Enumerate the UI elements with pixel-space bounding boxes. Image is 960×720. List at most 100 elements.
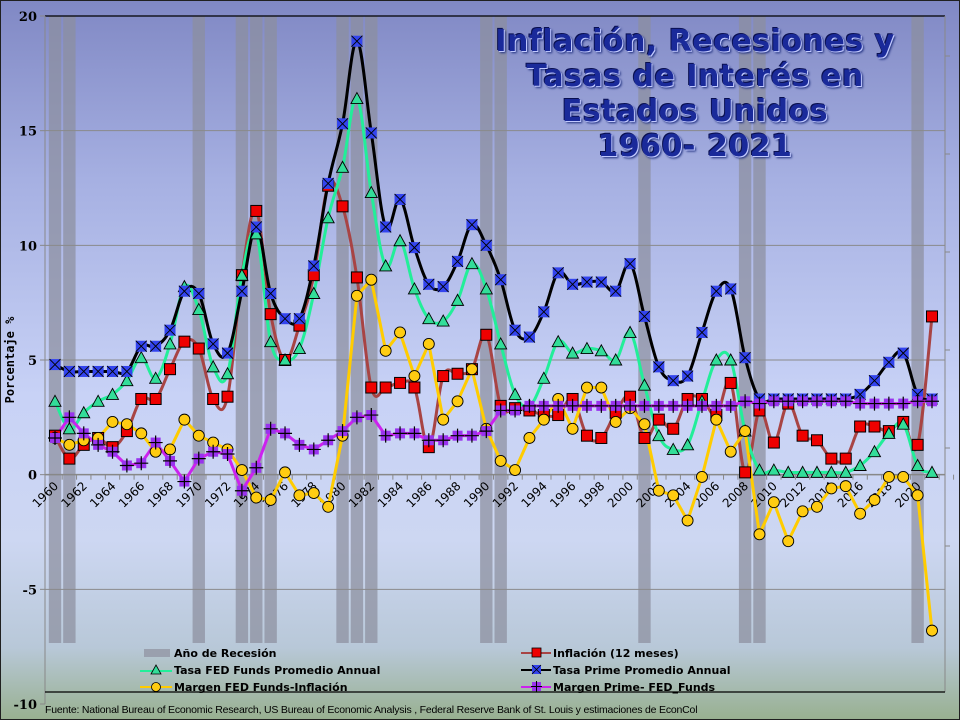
data-point-prime: [724, 283, 737, 295]
data-point-prime: [667, 374, 680, 387]
data-point-margin-prime: [536, 398, 551, 413]
data-point-margin-prime: [450, 428, 465, 443]
marker-plus: [651, 398, 666, 413]
data-point-fedfunds: [709, 353, 724, 366]
marker-cross: [422, 278, 435, 291]
marker-plus: [249, 460, 264, 475]
recession-bar: [235, 16, 249, 643]
marker-plus: [91, 437, 106, 452]
data-point-inflation: [652, 413, 665, 426]
data-point-fedfunds: [192, 302, 206, 315]
data-point-fedfunds: [723, 353, 738, 366]
data-point-prime: [49, 358, 61, 371]
marker-cross: [135, 340, 148, 353]
marker-cross: [408, 241, 421, 254]
data-point-inflation: [178, 335, 191, 348]
title-line: Tasas de Interés en: [526, 59, 864, 94]
marker-plus: [910, 394, 925, 409]
data-point-fedfunds: [220, 366, 235, 380]
data-point-fedfunds: [407, 281, 422, 295]
data-point-margin-prime: [666, 398, 681, 413]
marker-plus: [608, 398, 623, 413]
recession-bar: [192, 16, 205, 643]
data-point-margin-prime: [263, 421, 278, 436]
data-point-margin-prime: [925, 394, 939, 409]
data-point-fedfunds: [48, 394, 62, 407]
marker-cross: [681, 370, 694, 382]
plus-marker-icon: [521, 681, 551, 692]
data-point-margin-fed: [724, 445, 737, 458]
marker-cross: [365, 127, 378, 139]
data-point-prime: [552, 267, 565, 279]
data-point-margin-fed: [365, 273, 378, 286]
recession-bars: [48, 16, 924, 643]
data-point-margin-prime: [191, 451, 206, 466]
data-point-margin-fed: [696, 471, 708, 483]
marker-plus: [666, 398, 681, 413]
data-point-margin-prime: [163, 453, 178, 468]
data-point-fedfunds: [508, 387, 522, 400]
marker-cross: [638, 310, 651, 323]
data-point-margin-prime: [694, 398, 709, 413]
marker-cross: [868, 374, 881, 387]
data-point-margin-prime: [378, 428, 393, 443]
x-tick-label: 1968: [145, 479, 176, 510]
data-point-inflation: [149, 392, 162, 405]
data-point-inflation: [350, 271, 363, 284]
data-point-prime: [121, 365, 133, 378]
data-point-inflation: [868, 420, 881, 433]
marker-cross: [264, 287, 277, 300]
marker-plus: [349, 410, 364, 425]
data-point-fedfunds: [752, 463, 767, 476]
legend-item-fedfunds: Tasa FED Funds Promedio Annual: [140, 662, 380, 678]
recession-bar: [638, 16, 651, 643]
data-point-fedfunds: [882, 426, 896, 439]
marker-plus: [148, 435, 163, 450]
data-point-prime: [207, 338, 219, 350]
data-point-fedfunds: [910, 458, 925, 471]
recession-bar: [264, 16, 277, 643]
data-point-fedfunds: [120, 373, 134, 387]
data-point-prime: [451, 255, 464, 268]
marker-cross: [667, 374, 680, 387]
data-point-inflation: [207, 392, 220, 405]
legend-item-margin-prime: Margen Prime- FED_Funds: [521, 679, 715, 695]
data-point-margin-prime: [393, 426, 408, 441]
y-tick-label: -10: [14, 698, 38, 713]
series-markers-margin_prime: [48, 394, 939, 498]
recession-bar: [911, 16, 924, 643]
data-point-fedfunds: [637, 378, 652, 391]
x-tick-labels: 1960196219641966196819701972197419761978…: [30, 479, 924, 510]
data-point-margin-fed: [652, 484, 665, 497]
legend-item-inflation: Inflación (12 meses): [521, 645, 679, 661]
data-point-prime: [538, 306, 550, 318]
data-point-margin-fed: [250, 491, 263, 504]
data-point-margin-fed: [739, 425, 752, 438]
data-point-margin-fed: [710, 413, 723, 426]
marker-plus: [163, 453, 178, 468]
marker-plus: [464, 428, 479, 443]
data-point-inflation: [379, 381, 392, 394]
series-markers-fedfunds: [48, 91, 939, 478]
data-point-margin-fed: [811, 500, 823, 513]
marker-plus: [594, 398, 609, 413]
square-marker-icon: [521, 647, 551, 658]
data-point-margin-fed: [451, 395, 464, 408]
marker-cross: [106, 365, 119, 378]
marker-cross: [609, 285, 622, 298]
data-point-margin-fed: [408, 370, 421, 383]
data-point-prime: [250, 221, 263, 233]
source-note: Fuente: National Bureau of Economic Rese…: [45, 704, 698, 716]
data-point-prime: [494, 273, 507, 286]
legend-label: Tasa FED Funds Promedio Annual: [174, 663, 381, 677]
data-point-margin-prime: [608, 398, 623, 413]
marker-plus: [278, 426, 293, 441]
marker-cross: [437, 280, 449, 293]
marker-cross: [595, 276, 608, 288]
data-point-margin-fed: [437, 413, 450, 426]
marker-cross: [581, 276, 593, 288]
data-point-margin-prime: [853, 396, 868, 411]
marker-plus: [220, 447, 235, 462]
data-point-fedfunds: [465, 256, 479, 270]
